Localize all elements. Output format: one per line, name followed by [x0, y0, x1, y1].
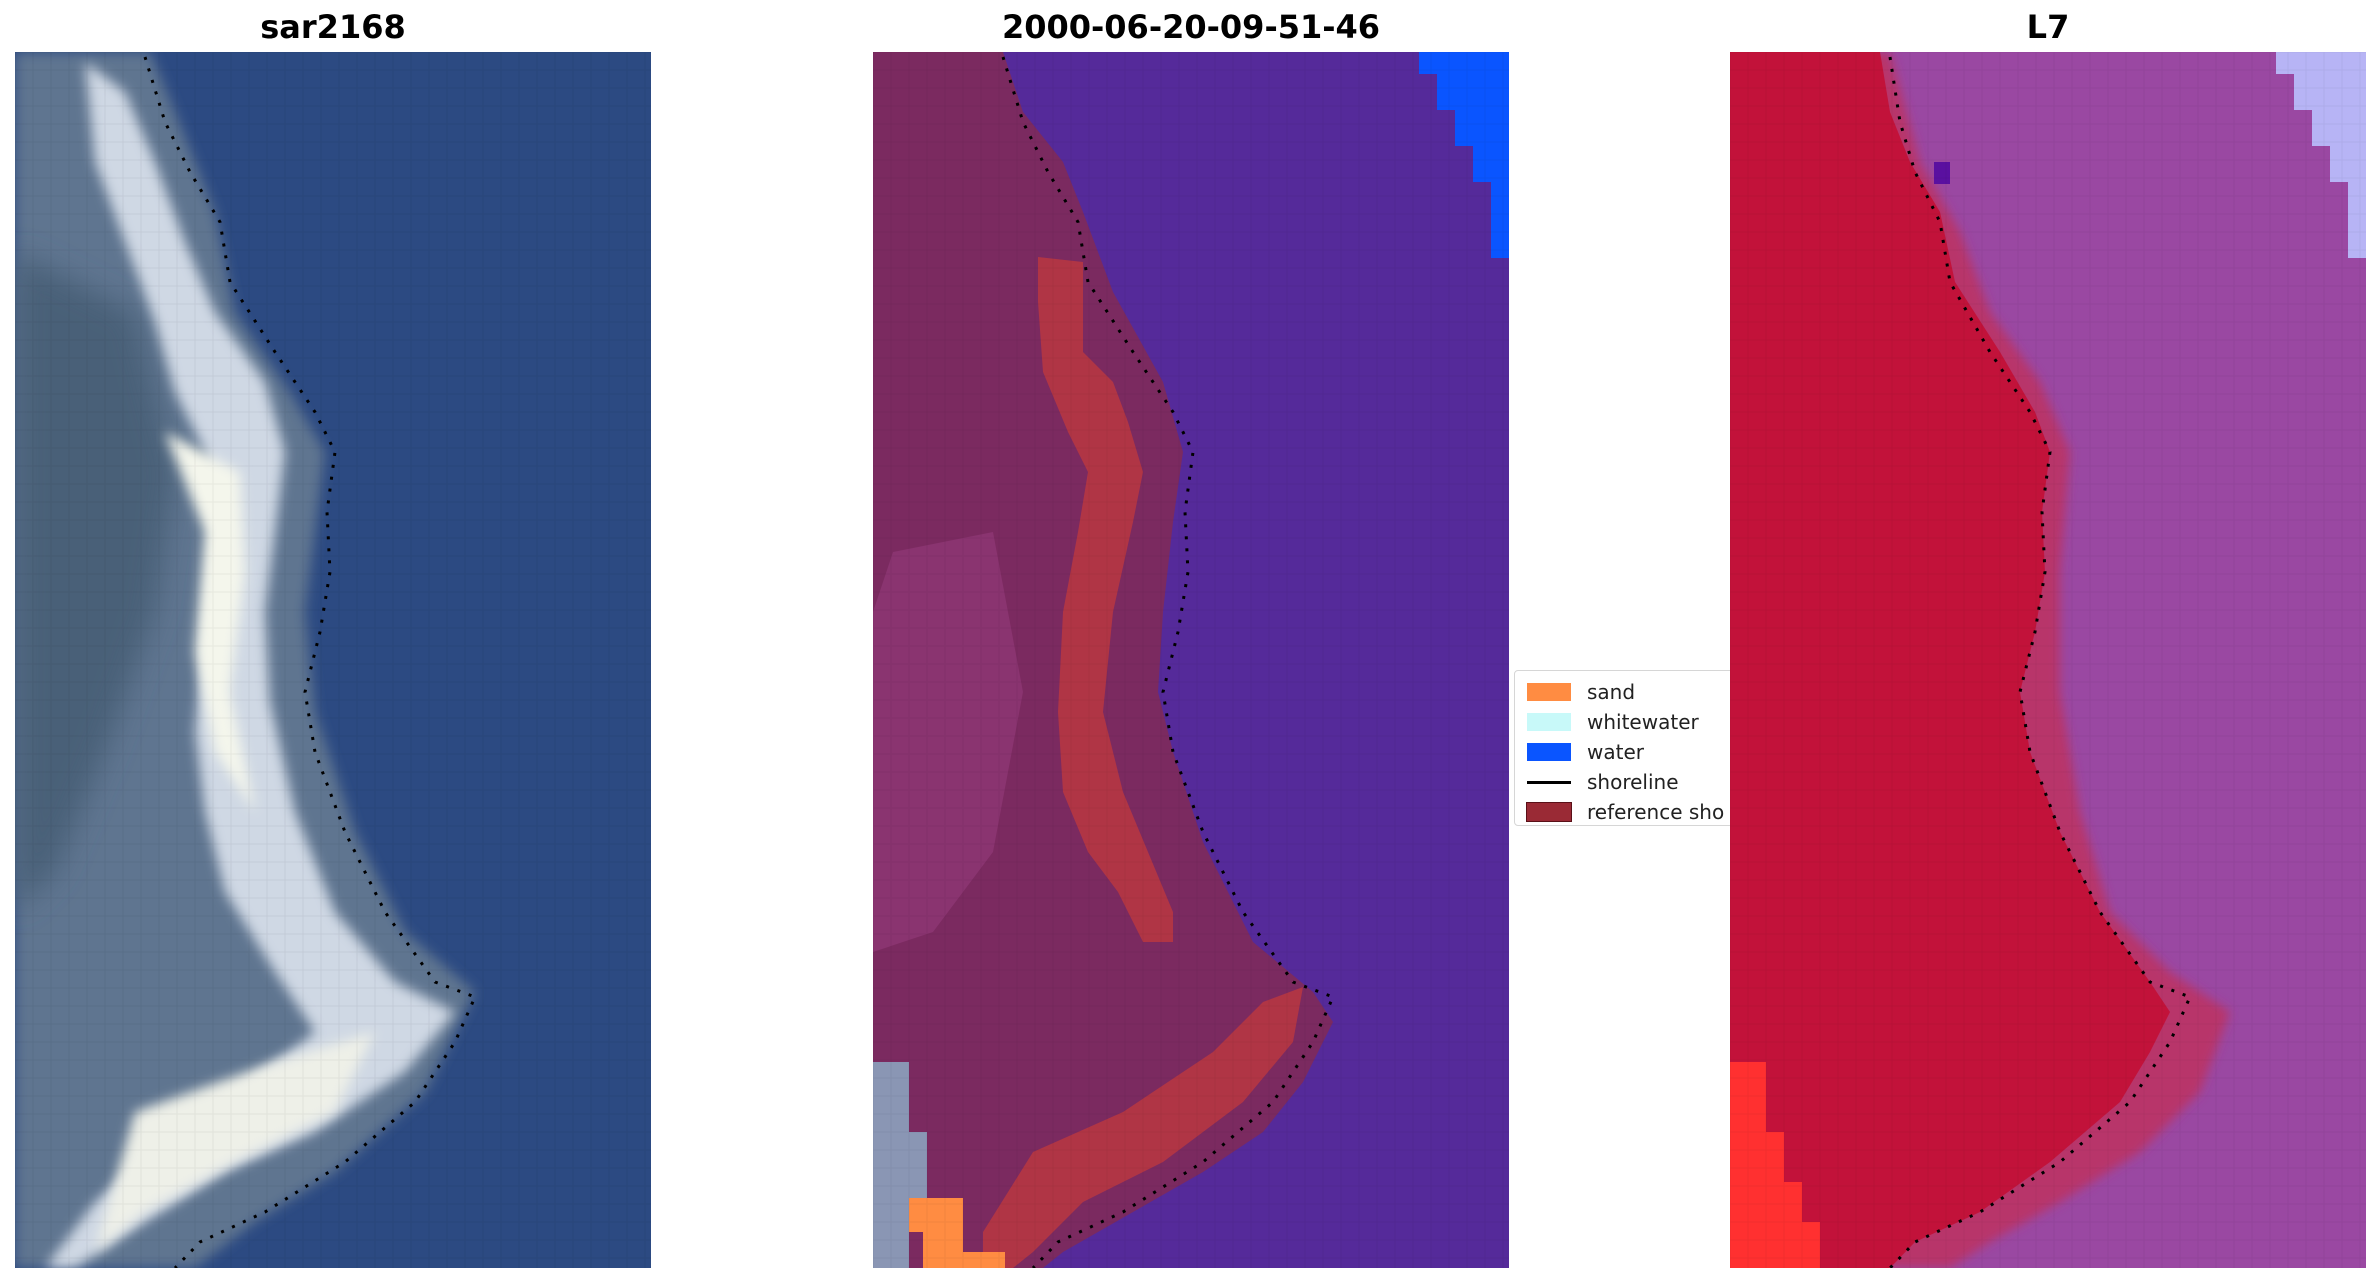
rgb-image-panel [15, 52, 651, 1268]
legend-item-sand: sand [1515, 677, 1737, 707]
legend-label: whitewater [1587, 710, 1699, 734]
classification-panel [873, 52, 1509, 1268]
l7-image [1730, 52, 2366, 1268]
legend: sand whitewater water shoreline referenc… [1514, 670, 1738, 826]
legend-label: shoreline [1587, 770, 1679, 794]
legend-label: water [1587, 740, 1644, 764]
panel-title-right: L7 [2026, 8, 2070, 46]
classification-image [873, 52, 1509, 1268]
legend-swatch-shoreline [1527, 780, 1571, 784]
rgb-image [15, 52, 651, 1268]
legend-label: reference sho [1587, 800, 1725, 824]
legend-label: sand [1587, 680, 1636, 704]
legend-item-shoreline: shoreline [1515, 767, 1737, 797]
legend-item-reference-shoreline: reference sho [1515, 797, 1737, 825]
legend-item-whitewater: whitewater [1515, 707, 1737, 737]
l7-panel [1730, 52, 2366, 1268]
legend-swatch-water [1527, 743, 1571, 761]
panel-title-middle: 2000-06-20-09-51-46 [1001, 8, 1381, 46]
class-shoreline [1001, 56, 1336, 1268]
legend-swatch-reference [1526, 802, 1572, 822]
legend-item-water: water [1515, 737, 1737, 767]
legend-swatch-whitewater [1527, 713, 1571, 731]
legend-swatch-sand [1527, 683, 1571, 701]
rgb-shoreline [143, 56, 478, 1268]
panel-title-left: sar2168 [260, 8, 406, 46]
